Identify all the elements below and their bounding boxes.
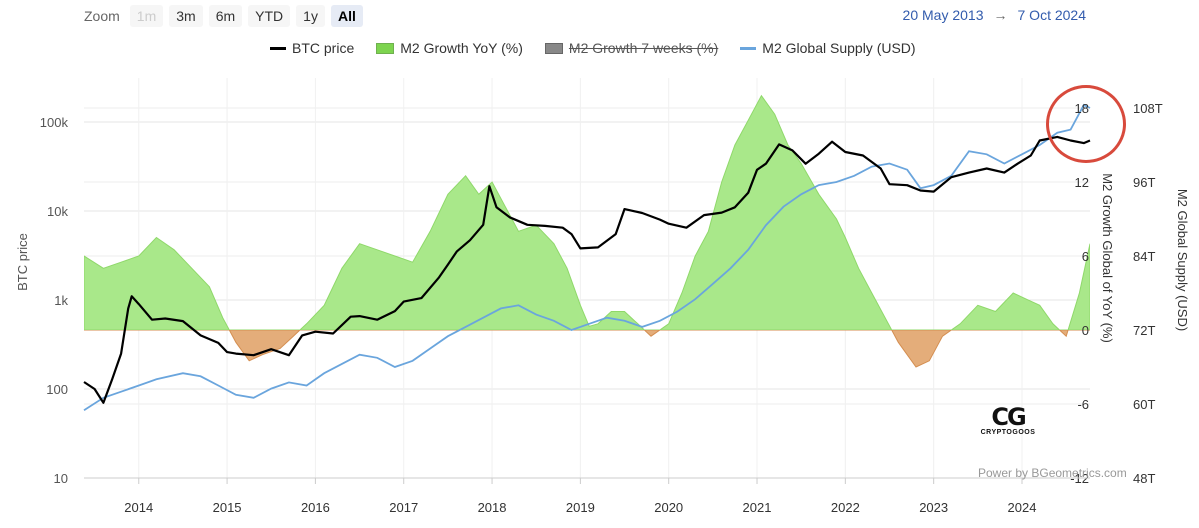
axes: 101001k10k100k-12-606121848T60T72T84T96T… <box>15 101 1190 515</box>
logo-text: CRYPTOGOOS <box>980 429 1036 436</box>
legend-item-m2-global-supply[interactable]: M2 Global Supply (USD) <box>740 40 916 56</box>
m2-supply-axis-title: M2 Global Supply (USD) <box>1175 189 1190 331</box>
x-axis-tick-label: 2019 <box>566 500 595 515</box>
m2-supply-axis-tick: 84T <box>1133 249 1155 264</box>
btc-axis-tick: 10k <box>47 204 68 219</box>
m2-supply-axis-tick: 108T <box>1133 101 1163 116</box>
m2-growth-axis-tick: 12 <box>1075 175 1089 190</box>
logo-mark: CG <box>991 403 1026 431</box>
credit-text: Power by BGeometrics.com <box>978 466 1127 480</box>
btc-axis-tick: 1k <box>54 293 68 308</box>
legend-swatch-m2-growth <box>376 42 395 54</box>
zoom-all-button[interactable]: All <box>330 5 363 27</box>
x-axis-tick-label: 2022 <box>831 500 860 515</box>
legend-swatch-m2-supply <box>740 46 757 50</box>
m2-supply-series-path <box>83 103 1091 411</box>
btc-axis-title: BTC price <box>15 233 30 291</box>
zoom-3m-button[interactable]: 3m <box>169 5 203 27</box>
m2-growth-axis-tick: -6 <box>1077 397 1089 412</box>
zoom-ytd-button[interactable]: YTD <box>248 5 291 27</box>
zoom-1m-button[interactable]: 1m <box>129 5 164 27</box>
m2-supply-axis-tick: 96T <box>1133 175 1155 190</box>
btc-axis-tick: 100 <box>46 382 68 397</box>
btc-price-series-path <box>83 135 1091 404</box>
range-start-date[interactable]: 20 May 2013 <box>902 7 984 23</box>
x-axis-tick-label: 2021 <box>743 500 772 515</box>
m2-supply-line <box>83 103 1091 411</box>
btc-price-line <box>83 135 1091 404</box>
m2-supply-axis-tick: 60T <box>1133 397 1155 412</box>
legend-item-m2-growth-yoy[interactable]: M2 Growth YoY (%) <box>376 40 523 56</box>
legend-label: BTC price <box>292 40 355 56</box>
x-axis-tick-label: 2017 <box>389 500 418 515</box>
btc-axis-tick: 100k <box>40 115 69 130</box>
legend-label: M2 Growth 7 weeks (%) <box>568 40 719 56</box>
legend-swatch-btc <box>270 46 286 50</box>
x-axis-tick-label: 2015 <box>213 500 242 515</box>
zoom-1y-button[interactable]: 1y <box>296 5 325 27</box>
m2-growth-negative-area <box>84 330 1090 368</box>
grid-lines <box>84 78 1090 479</box>
legend-label: M2 Growth YoY (%) <box>400 40 523 56</box>
x-axis-tick-label: 2014 <box>124 500 153 515</box>
m2-supply-axis-tick: 72T <box>1133 323 1155 338</box>
x-axis-tick-label: 2024 <box>1008 500 1037 515</box>
date-range: 20 May 2013 → 7 Oct 2024 <box>903 7 1086 23</box>
m2-growth-axis-tick: 6 <box>1082 249 1089 264</box>
legend-item-btc-price[interactable]: BTC price <box>270 40 354 56</box>
x-axis-tick-label: 2023 <box>919 500 948 515</box>
x-axis-tick-label: 2020 <box>654 500 683 515</box>
m2-growth-axis-title: M2 Growth Global of YoY (%) <box>1100 173 1115 343</box>
m2-growth-positive-area <box>84 94 1090 330</box>
legend-item-m2-growth-7-weeks[interactable]: M2 Growth 7 weeks (%) <box>544 40 719 56</box>
cryptogoos-logo: CG CRYPTOGOOS <box>978 405 1038 436</box>
zoom-toolbar: Zoom 1m 3m 6m YTD 1y All <box>84 4 363 28</box>
zoom-6m-button[interactable]: 6m <box>208 5 243 27</box>
range-arrow: → <box>993 7 1008 23</box>
m2-supply-axis-tick: 48T <box>1133 471 1155 486</box>
m2-growth-area <box>84 94 1090 368</box>
x-axis-tick-label: 2018 <box>478 500 507 515</box>
range-end-date[interactable]: 7 Oct 2024 <box>1017 7 1087 23</box>
legend-swatch-m2-7weeks <box>544 42 563 54</box>
m2-growth-axis-tick: 0 <box>1082 323 1089 338</box>
zoom-label: Zoom <box>84 8 120 24</box>
chart-legend: BTC price M2 Growth YoY (%) M2 Growth 7 … <box>270 40 916 56</box>
btc-axis-tick: 10 <box>54 471 68 486</box>
x-axis-tick-label: 2016 <box>301 500 330 515</box>
highlight-circle <box>1046 85 1126 163</box>
legend-label: M2 Global Supply (USD) <box>762 40 916 56</box>
